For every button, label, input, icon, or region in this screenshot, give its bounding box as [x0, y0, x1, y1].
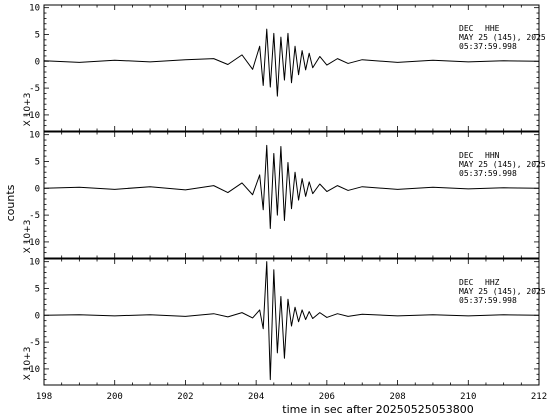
date-label: MAY 25 (145), 2025	[459, 160, 546, 169]
y-multiplier-label: X 10+3	[23, 93, 33, 127]
channel-label: HHZ	[485, 278, 500, 287]
y-tick-label: 5	[35, 284, 40, 294]
y-axis-title: counts	[4, 184, 17, 221]
y-tick-label: 10	[29, 258, 40, 268]
date-label: MAY 25 (145), 2025	[459, 33, 546, 42]
x-tick-label: 204	[248, 392, 264, 402]
y-tick-label: 10	[29, 131, 40, 141]
y-tick-label: 10	[29, 4, 40, 14]
y-tick-label: -5	[29, 211, 40, 221]
waveform-hhz	[43, 261, 540, 381]
x-tick-label: 208	[389, 392, 405, 402]
y-tick-label: 0	[35, 184, 40, 194]
waveform-hhn	[43, 144, 540, 230]
waveform-hhe	[43, 28, 540, 97]
y-tick-label: 0	[35, 311, 40, 321]
date-label: MAY 25 (145), 2025	[459, 287, 546, 296]
x-axis: 198 200 202 204 206 208 210 212	[36, 392, 547, 402]
y-tick-label: -10	[24, 365, 40, 375]
station-label: DEC	[459, 24, 474, 33]
x-tick-label: 210	[460, 392, 476, 402]
x-tick-label: 212	[531, 392, 547, 402]
y-tick-label: 0	[35, 57, 40, 67]
time-label: 05:37:59.998	[459, 169, 517, 178]
station-label: DEC	[459, 151, 474, 160]
x-tick-label: 198	[36, 392, 52, 402]
x-tick-label: 202	[177, 392, 193, 402]
y-tick-label: -5	[29, 338, 40, 348]
channel-label: HHE	[485, 24, 500, 33]
y-multiplier-label: X 10+3	[23, 220, 33, 254]
y-tick-label: 5	[35, 30, 40, 40]
y-tick-label: -10	[24, 238, 40, 248]
y-multiplier-label: X 10+3	[23, 347, 33, 381]
station-label: DEC	[459, 278, 474, 287]
x-tick-label: 200	[107, 392, 123, 402]
x-tick-label: 206	[319, 392, 335, 402]
time-label: 05:37:59.998	[459, 42, 517, 51]
y-tick-label: -5	[29, 84, 40, 94]
time-label: 05:37:59.998	[459, 296, 517, 305]
x-axis-title: time in sec after 20250525053800	[282, 403, 473, 416]
channel-label: HHN	[485, 151, 500, 160]
y-tick-label: 5	[35, 157, 40, 167]
y-tick-label: -10	[24, 111, 40, 121]
